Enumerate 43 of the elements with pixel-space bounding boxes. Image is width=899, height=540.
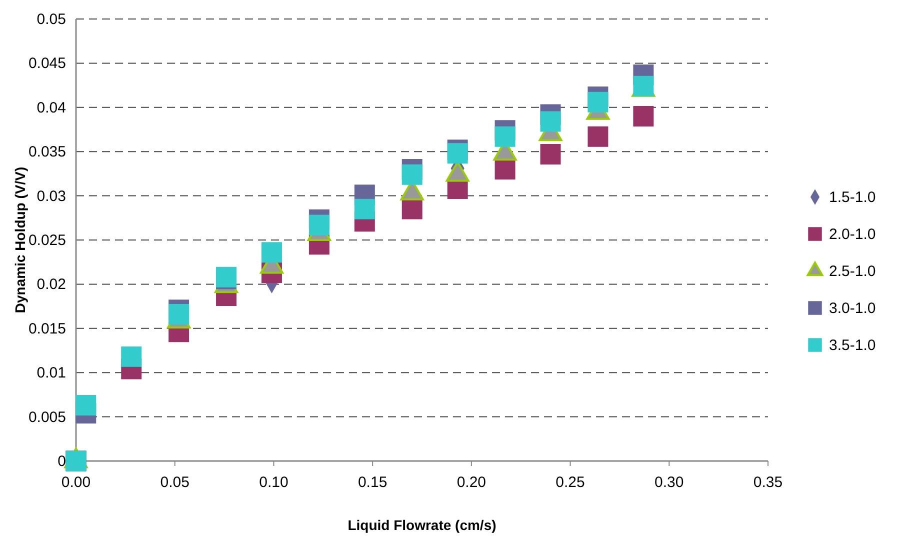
- legend-label: 3.5-1.0: [829, 337, 876, 354]
- point: [633, 76, 654, 96]
- y-tick-label: 0.025: [28, 232, 66, 249]
- x-tick-label: 0.25: [556, 474, 585, 491]
- point: [354, 198, 375, 220]
- legend-label: 1.5-1.0: [829, 189, 876, 206]
- x-tick-label: 0.15: [358, 474, 388, 491]
- point: [402, 198, 422, 220]
- legend-label: 2.0-1.0: [829, 226, 876, 243]
- y-tick-label: 0.01: [36, 364, 66, 382]
- x-tick-label: 0.00: [61, 474, 91, 491]
- legend-label: 3.0-1.0: [829, 300, 876, 317]
- point: [121, 346, 142, 367]
- legend-label: 2.5-1.0: [829, 263, 876, 280]
- point: [76, 395, 96, 416]
- y-tick-label: 0.015: [28, 320, 66, 338]
- x-tick-label: 0.20: [456, 474, 486, 491]
- point: [447, 143, 468, 164]
- x-axis-title: Liquid Flowrate (cm/s): [348, 517, 496, 533]
- point: [588, 92, 608, 112]
- x-tick-label: 0.10: [259, 474, 288, 491]
- y-tick-label: 0.035: [28, 144, 66, 161]
- point: [540, 111, 561, 132]
- point: [308, 214, 330, 236]
- point: [540, 144, 561, 164]
- y-axis-title: Dynamic Holdup (V/V): [12, 166, 28, 314]
- point: [633, 106, 654, 126]
- y-tick-label: 0.04: [36, 99, 66, 116]
- point: [588, 126, 608, 147]
- x-tick-label: 0.05: [160, 474, 190, 491]
- y-tick-label: 0.02: [36, 276, 66, 294]
- y-tick-label: 0.005: [28, 408, 66, 426]
- point: [261, 242, 282, 263]
- y-tick-label: 0.03: [36, 188, 66, 205]
- point: [402, 164, 422, 185]
- point: [168, 304, 190, 325]
- x-tick-label: 0.30: [654, 474, 684, 491]
- y-tick-label: 0.05: [36, 11, 66, 28]
- point: [494, 159, 516, 180]
- point: [494, 126, 516, 147]
- y-tick-label: 0.045: [28, 55, 66, 72]
- x-tick-label: 0.35: [753, 474, 783, 491]
- y-tick-label: 0: [58, 453, 66, 470]
